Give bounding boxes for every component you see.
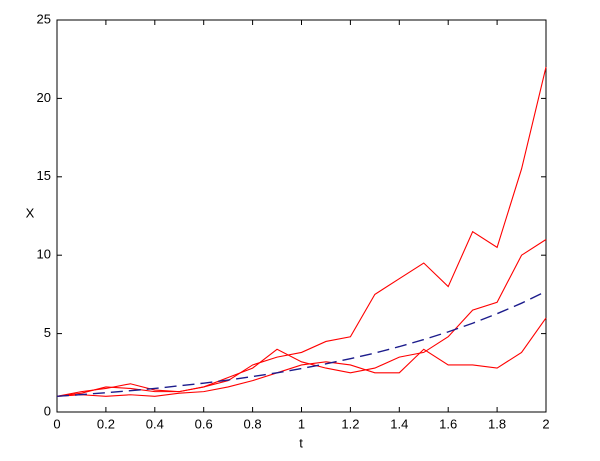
x-tick-label: 1.2 [341, 416, 359, 431]
y-tick-label: 25 [37, 11, 51, 26]
series-line [56, 290, 547, 398]
x-tick-label: 0.2 [97, 416, 115, 431]
x-tick-label: 1.4 [390, 416, 408, 431]
x-tick-label: 1.6 [439, 416, 457, 431]
y-tick-label: 15 [37, 168, 51, 183]
y-tick-label: 0 [44, 403, 51, 418]
x-tick-label: 1 [298, 416, 305, 431]
x-tick-label: 2 [542, 416, 549, 431]
y-tick-label: 20 [37, 90, 51, 105]
x-tick-label: 0.8 [244, 416, 262, 431]
y-tick-label: 10 [37, 247, 51, 262]
x-tick-label: 0.4 [146, 416, 164, 431]
plot-frame [56, 19, 547, 413]
x-axis-label: t [299, 435, 303, 450]
x-tick-label: 0.6 [195, 416, 213, 431]
x-tick-label: 0 [53, 416, 60, 431]
series-line [56, 317, 547, 397]
y-tick-label: 5 [44, 325, 51, 340]
series-line [56, 66, 547, 397]
y-axis-label: X [26, 205, 35, 220]
x-tick-label: 1.8 [488, 416, 506, 431]
